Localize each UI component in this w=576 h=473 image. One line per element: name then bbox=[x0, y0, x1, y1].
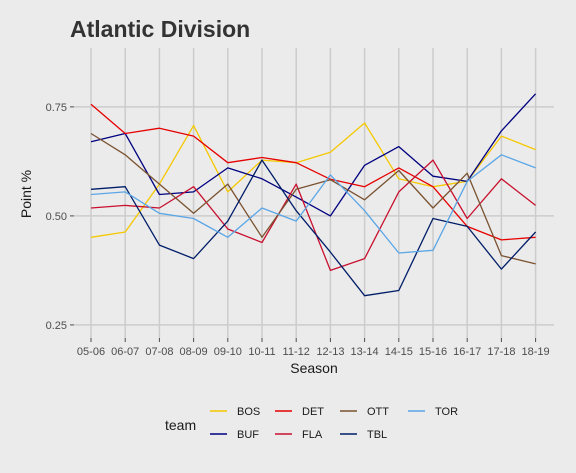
x-tick-label: 10-11 bbox=[248, 346, 275, 358]
legend-label-bos: BOS bbox=[237, 406, 260, 418]
x-tick-label: 05-06 bbox=[77, 346, 105, 358]
legend-title: team bbox=[165, 417, 196, 433]
x-tick-label: 17-18 bbox=[487, 346, 515, 358]
x-tick-label: 12-13 bbox=[316, 346, 344, 358]
x-tick-label: 14-15 bbox=[385, 346, 413, 358]
x-tick-label: 09-10 bbox=[214, 346, 242, 358]
legend-label-buf: BUF bbox=[237, 429, 259, 441]
x-tick-label: 11-12 bbox=[283, 346, 310, 358]
series-line-tor bbox=[90, 154, 536, 254]
legend-label-tbl: TBL bbox=[367, 429, 387, 441]
series-line-buf bbox=[90, 93, 537, 217]
legend-label-tor: TOR bbox=[435, 406, 458, 418]
x-tick-label: 08-09 bbox=[180, 346, 208, 358]
series-line-bos bbox=[90, 122, 536, 238]
legend-label-fla: FLA bbox=[302, 429, 323, 441]
x-tick-label: 13-14 bbox=[351, 346, 379, 358]
chart-title: Atlantic Division bbox=[70, 16, 250, 42]
x-tick-label: 15-16 bbox=[419, 346, 447, 358]
y-tick-label: 0.75 bbox=[46, 102, 67, 114]
y-tick-label: 0.50 bbox=[46, 211, 67, 223]
series-line-ott bbox=[90, 132, 536, 265]
series-lines bbox=[90, 93, 537, 297]
series-line-fla bbox=[90, 159, 536, 272]
y-tick-label: 0.25 bbox=[46, 320, 67, 332]
series-line-tbl bbox=[90, 159, 537, 297]
x-tick-label: 16-17 bbox=[453, 346, 481, 358]
x-axis-title: Season bbox=[290, 360, 337, 376]
x-tick-label: 18-19 bbox=[522, 346, 550, 358]
legend-label-ott: OTT bbox=[367, 406, 389, 418]
series-line-det bbox=[90, 103, 536, 241]
x-axis-ticks: 05-06 06-07 07-08 08-09 09-10 10-11 11-12 12-13… bbox=[77, 338, 550, 358]
x-tick-label: 06-07 bbox=[111, 346, 139, 358]
x-tick-label: 07-08 bbox=[145, 346, 173, 358]
legend-label-det: DET bbox=[302, 406, 324, 418]
y-axis-title: Point % bbox=[18, 170, 34, 218]
y-axis-ticks: 0.25 0.50 0.75 bbox=[46, 102, 74, 332]
legend: team BOS BUF DET FLA OTT TBL TOR bbox=[165, 406, 458, 441]
